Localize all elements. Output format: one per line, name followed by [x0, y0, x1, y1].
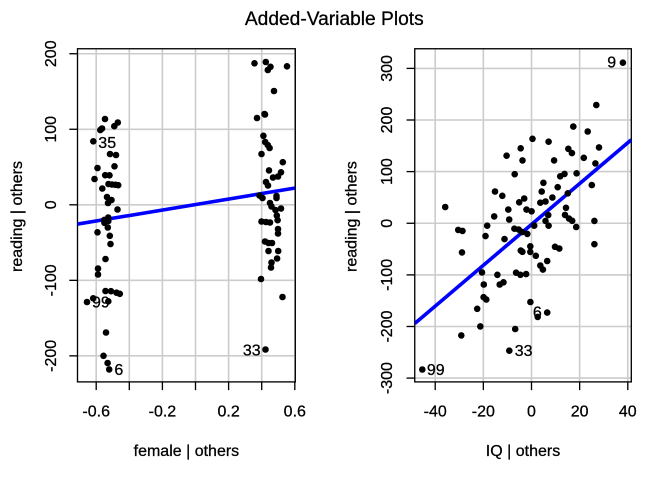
svg-text:6: 6	[533, 305, 542, 322]
svg-text:40: 40	[619, 404, 637, 421]
svg-text:33: 33	[515, 343, 533, 360]
svg-text:-200: -200	[43, 340, 60, 372]
svg-text:-0.6: -0.6	[82, 404, 110, 421]
svg-text:6: 6	[114, 362, 123, 379]
svg-text:female | others: female | others	[134, 443, 240, 460]
svg-text:0.6: 0.6	[284, 404, 306, 421]
svg-text:Added-Variable Plots: Added-Variable Plots	[245, 9, 424, 30]
svg-text:35: 35	[98, 135, 116, 152]
svg-text:-40: -40	[424, 404, 447, 421]
svg-text:99: 99	[427, 362, 445, 379]
svg-text:IQ | others: IQ | others	[486, 443, 560, 460]
svg-text:300: 300	[379, 55, 396, 82]
svg-text:33: 33	[243, 342, 261, 359]
svg-text:100: 100	[43, 116, 60, 143]
svg-text:0: 0	[527, 404, 536, 421]
svg-text:99: 99	[92, 294, 110, 311]
svg-text:-20: -20	[472, 404, 495, 421]
svg-text:-200: -200	[379, 310, 396, 342]
svg-text:-100: -100	[379, 259, 396, 291]
svg-text:20: 20	[571, 404, 589, 421]
svg-text:reading | others: reading | others	[343, 161, 360, 272]
svg-text:9: 9	[607, 54, 616, 71]
svg-text:100: 100	[379, 158, 396, 185]
svg-text:-300: -300	[379, 362, 396, 394]
svg-text:reading | others: reading | others	[9, 161, 26, 272]
svg-text:200: 200	[43, 40, 60, 67]
svg-text:0: 0	[43, 200, 60, 209]
svg-text:0: 0	[379, 219, 396, 228]
svg-text:-100: -100	[43, 264, 60, 296]
svg-text:0.2: 0.2	[217, 404, 239, 421]
svg-text:200: 200	[379, 107, 396, 134]
svg-text:-0.2: -0.2	[149, 404, 177, 421]
